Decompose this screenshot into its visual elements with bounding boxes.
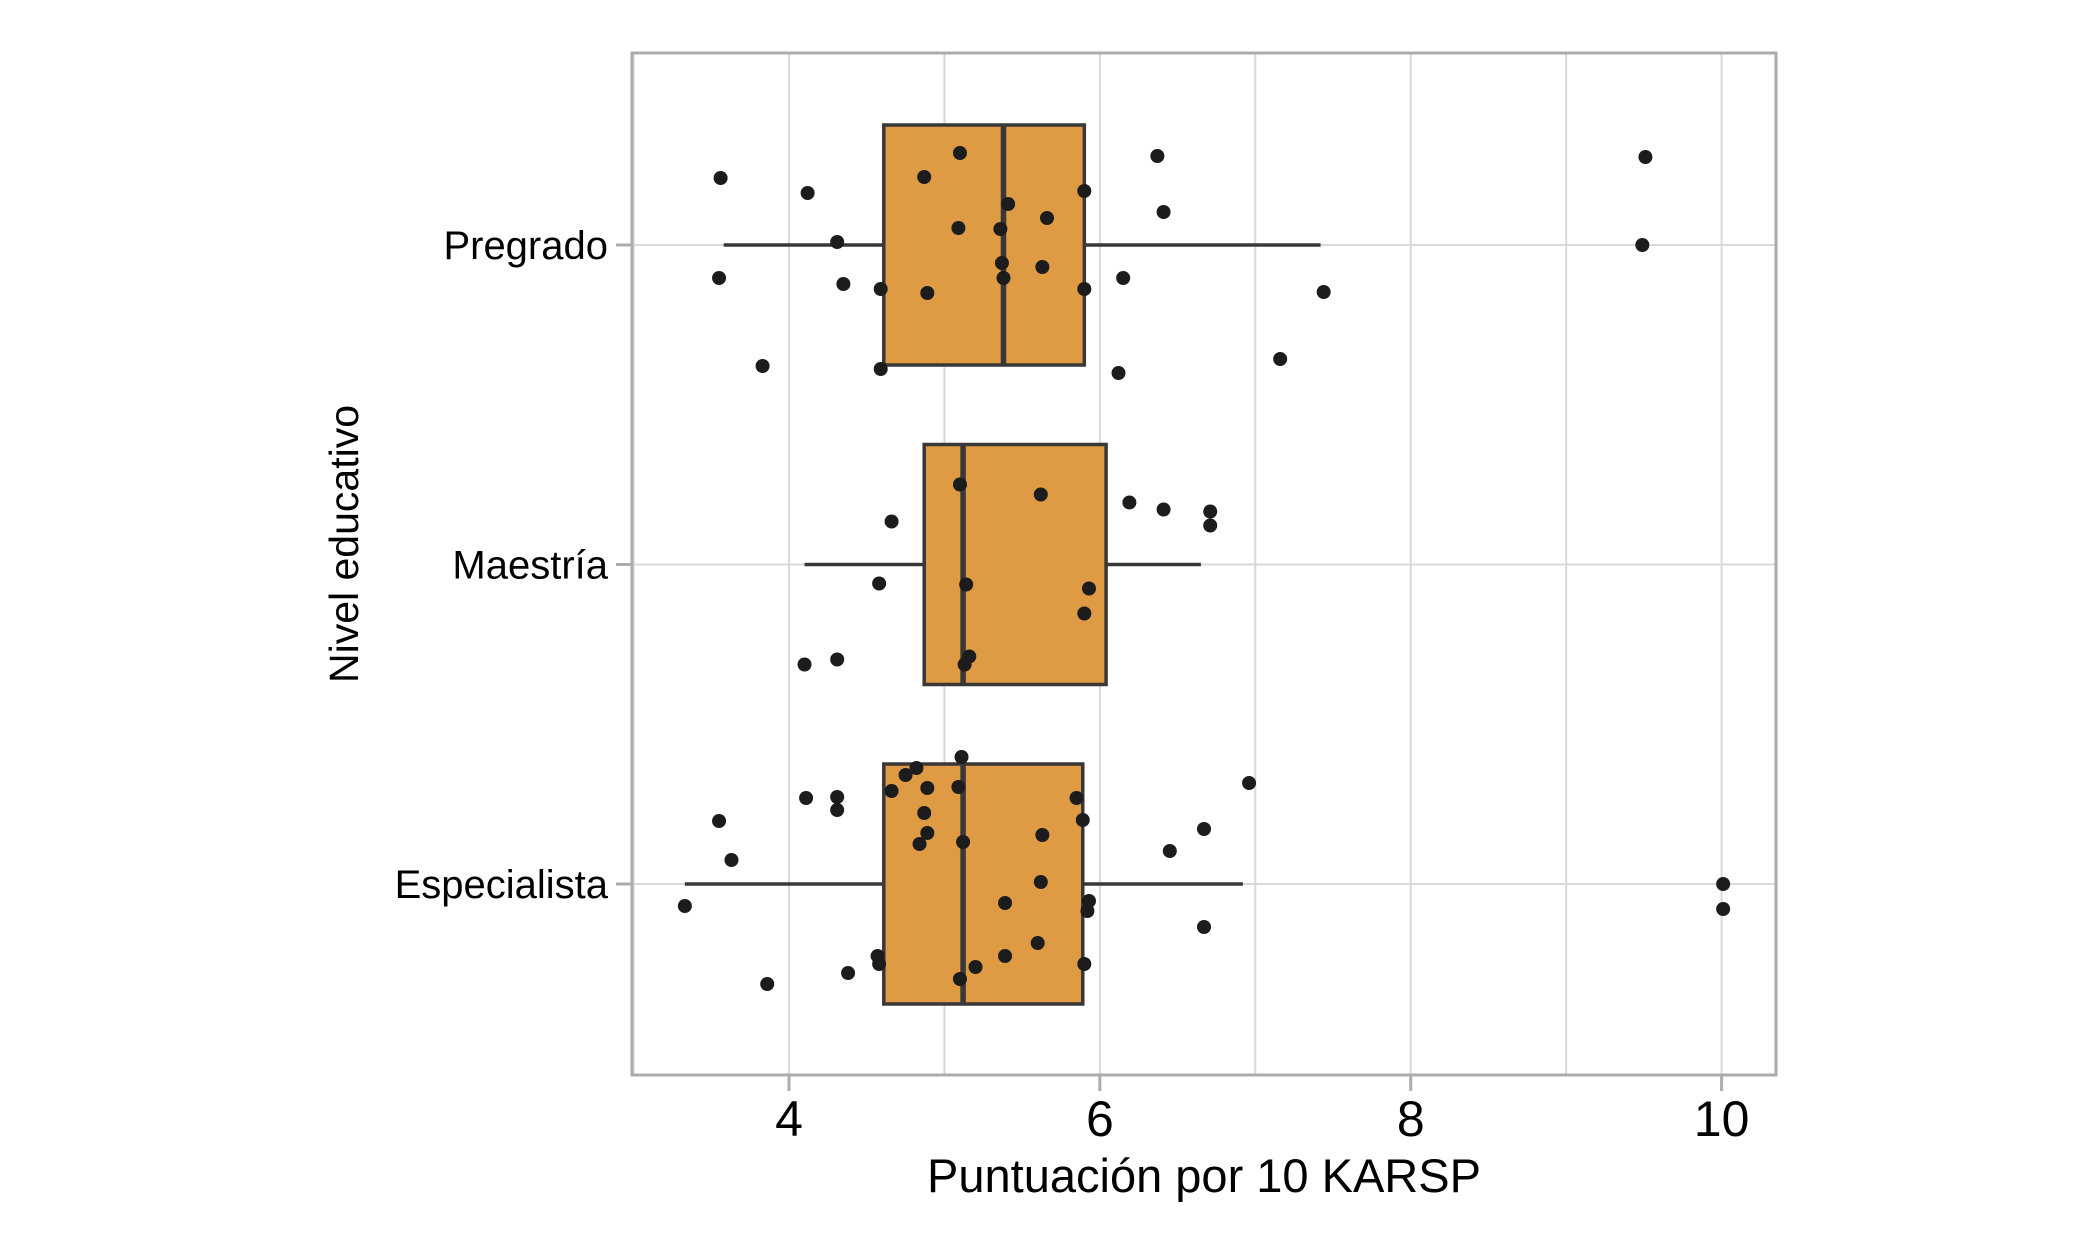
jitter-point [712,271,727,285]
jitter-point [1638,150,1653,164]
jitter-point [1156,502,1171,517]
jitter-point [1111,366,1126,380]
jitter-point [898,768,913,782]
jitter-point [830,803,845,817]
jitter-point [797,657,812,672]
boxplot-box [882,762,1085,1006]
jitter-point [1635,238,1650,252]
jitter-point [1081,581,1096,596]
jitter-point [1162,844,1177,858]
jitter-point [1077,184,1092,198]
jitter-point [1316,285,1331,299]
jitter-point [1716,877,1731,891]
jitter-point [968,960,983,974]
jitter-point [1242,776,1257,790]
jitter-point [830,235,845,249]
jitter-point [1035,828,1050,842]
jitter-point [830,790,845,804]
jitter-point [909,761,924,775]
jitter-point [800,186,815,200]
jitter-point [952,477,967,492]
jitter-point [1203,518,1218,533]
jitter-point [872,957,887,971]
jitter-point [1030,936,1045,950]
jitter-point [677,899,692,913]
jitter-point [836,277,851,291]
jitter-point [1033,487,1048,502]
jitter-point [920,286,935,300]
jitter-point [1197,920,1211,934]
jitter-point [713,171,728,185]
points-layer [677,146,1731,991]
x-tick-label: 8 [1397,1091,1425,1147]
jitter-point [920,781,935,795]
jitter-point [1069,791,1084,805]
jitter-point [1033,875,1048,889]
jitter-point [1077,282,1092,296]
jitter-point [1040,211,1055,225]
jitter-point [1035,260,1050,274]
jitter-point [959,577,974,592]
jitter-point [996,271,1011,285]
jitter-point [1075,813,1090,827]
jitter-point [1203,504,1218,519]
jitter-point [994,256,1009,270]
chart-canvas: 4 6 8 10 Pregrado Maestría Especialista Puntua… [321,51,1778,1202]
jitter-point [873,282,888,296]
jitter-point [1150,149,1165,163]
jitter-point [951,780,966,794]
jitter-point [952,146,967,160]
jitter-point [873,362,888,376]
jitter-point [957,657,972,672]
jitter-point [1273,352,1288,366]
y-category-label: Maestría [452,544,608,588]
x-axis-title: Puntuación por 10 KARSP [927,1149,1481,1202]
jitter-point [993,222,1008,236]
jitter-point [951,221,966,235]
jitter-point [1716,902,1731,916]
jitter-point [954,750,969,764]
axis-ticks-layer [616,243,1724,1091]
jitter-point [917,806,932,820]
boxplot-box [882,123,1087,367]
jitter-point [724,853,739,867]
jitter-point [1197,822,1211,836]
jitter-point [872,576,887,591]
jitter-point [998,949,1013,963]
jitter-point [830,652,845,667]
y-axis-title: Nivel educativo [321,405,367,683]
boxplot-layer [684,123,1321,1006]
boxplot-box [922,442,1108,687]
jitter-point [956,835,971,849]
jitter-point [884,784,899,798]
jitter-point [841,966,856,980]
jitter-point [1077,957,1092,971]
x-tick-label: 10 [1694,1091,1750,1147]
jitter-point [920,826,935,840]
jitter-point [998,896,1013,910]
axis-labels-layer: 4 6 8 10 Pregrado Maestría Especialista [395,224,1750,1147]
jitter-point [1122,495,1137,510]
jitter-point [1116,271,1131,285]
jitter-point [799,791,814,805]
y-category-label: Especialista [395,863,609,907]
jitter-point [917,170,932,184]
jitter-point [912,837,927,851]
boxplot-figure: 4 6 8 10 Pregrado Maestría Especialista Puntua… [40,16,2076,1223]
jitter-point [1156,205,1171,219]
jitter-point [1081,894,1096,908]
jitter-point [1001,197,1016,211]
jitter-point [952,972,967,986]
x-tick-label: 4 [775,1091,803,1147]
jitter-point [1077,606,1092,621]
y-category-label: Pregrado [443,224,608,268]
jitter-point [884,514,899,529]
jitter-point [755,359,770,373]
x-tick-label: 6 [1086,1091,1114,1147]
jitter-point [760,977,775,991]
jitter-point [712,814,727,828]
